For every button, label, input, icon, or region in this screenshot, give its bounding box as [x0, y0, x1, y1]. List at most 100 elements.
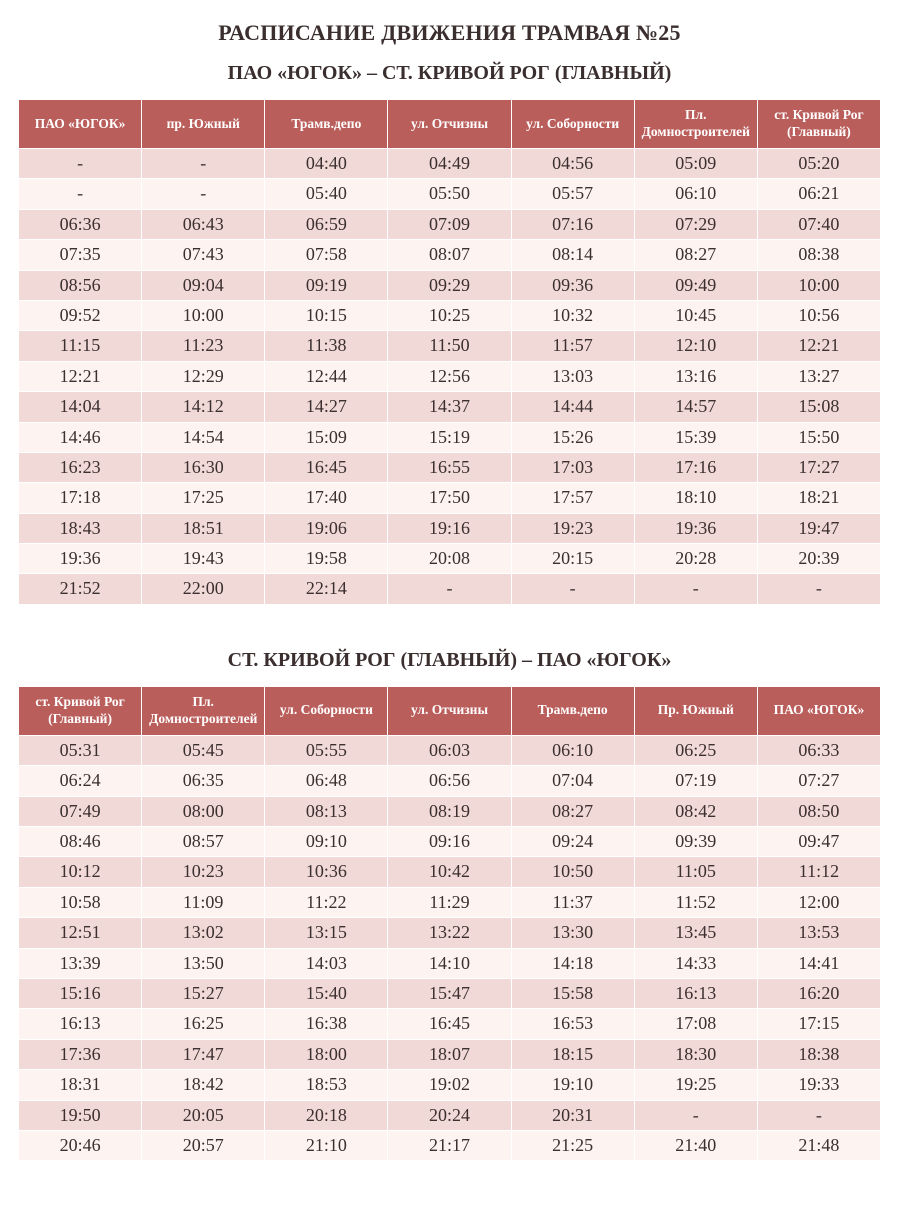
timetable-2-cell: 08:46: [19, 827, 142, 857]
timetable-2-cell: 06:10: [511, 735, 634, 765]
timetable-1-cell: 07:40: [757, 209, 880, 239]
timetable-1-cell: 09:29: [388, 270, 511, 300]
timetable-1-col-header: ПАО «ЮГОК»: [19, 100, 142, 149]
timetable-1-cell: 05:50: [388, 179, 511, 209]
timetable-2-cell: 21:40: [634, 1130, 757, 1160]
timetable-1-cell: 22:00: [142, 574, 265, 604]
timetable-2-cell: 07:19: [634, 766, 757, 796]
timetable-2-cell: 16:13: [19, 1009, 142, 1039]
timetable-1-cell: 09:52: [19, 300, 142, 330]
timetable-2-cell: 11:52: [634, 887, 757, 917]
timetable-1-cell: 15:19: [388, 422, 511, 452]
timetable-1-cell: 08:07: [388, 240, 511, 270]
timetable-1-cell: 06:36: [19, 209, 142, 239]
timetable-2-cell: 05:31: [19, 735, 142, 765]
timetable-2-cell: 14:18: [511, 948, 634, 978]
timetable-1-cell: 05:57: [511, 179, 634, 209]
timetable-1-cell: 19:47: [757, 513, 880, 543]
timetable-1-cell: 19:16: [388, 513, 511, 543]
timetable-1-row: 14:4614:5415:0915:1915:2615:3915:50: [19, 422, 881, 452]
timetable-1-row: 16:2316:3016:4516:5517:0317:1617:27: [19, 452, 881, 482]
timetable-1-cell: 10:25: [388, 300, 511, 330]
timetable-1-cell: -: [388, 574, 511, 604]
timetable-1-cell: 20:08: [388, 544, 511, 574]
timetable-2-cell: 21:48: [757, 1130, 880, 1160]
timetable-1-row: 08:5609:0409:1909:2909:3609:4910:00: [19, 270, 881, 300]
timetable-1-cell: 11:57: [511, 331, 634, 361]
timetable-1-cell: 09:49: [634, 270, 757, 300]
timetable-1-cell: 07:35: [19, 240, 142, 270]
timetable-2-cell: 06:03: [388, 735, 511, 765]
timetable-2-cell: 18:30: [634, 1039, 757, 1069]
timetable-1-cell: 13:27: [757, 361, 880, 391]
timetable-1-cell: -: [142, 149, 265, 179]
timetable-1-cell: 15:08: [757, 392, 880, 422]
timetable-1-cell: 12:21: [757, 331, 880, 361]
timetable-2-cell: 06:35: [142, 766, 265, 796]
timetable-2-row: 06:2406:3506:4806:5607:0407:1907:27: [19, 766, 881, 796]
timetable-1-cell: 14:37: [388, 392, 511, 422]
timetable-2-cell: 10:23: [142, 857, 265, 887]
timetable-1-cell: 16:45: [265, 452, 388, 482]
timetable-1-cell: 06:21: [757, 179, 880, 209]
timetable-1-cell: 20:28: [634, 544, 757, 574]
timetable-1-cell: -: [19, 149, 142, 179]
timetable-2-cell: 17:47: [142, 1039, 265, 1069]
timetable-2-cell: 20:24: [388, 1100, 511, 1130]
timetable-2: ст. Кривой Рог (Главный)Пл. Домностроите…: [18, 686, 881, 1161]
timetable-2-cell: 13:15: [265, 918, 388, 948]
timetable-2-cell: 05:55: [265, 735, 388, 765]
timetable-2-cell: 06:56: [388, 766, 511, 796]
timetable-2-cell: 15:40: [265, 978, 388, 1008]
timetable-2-cell: 07:27: [757, 766, 880, 796]
timetable-2-cell: 08:42: [634, 796, 757, 826]
timetable-1-cell: 17:16: [634, 452, 757, 482]
timetable-1-row: 21:5222:0022:14----: [19, 574, 881, 604]
timetable-1-cell: 05:20: [757, 149, 880, 179]
timetable-1-cell: 10:32: [511, 300, 634, 330]
timetable-2-cell: 12:00: [757, 887, 880, 917]
timetable-1-row: 14:0414:1214:2714:3714:4414:5715:08: [19, 392, 881, 422]
timetable-1-cell: 05:09: [634, 149, 757, 179]
timetable-1-cell: 19:23: [511, 513, 634, 543]
timetable-1-col-header: Пл. Домностроителей: [634, 100, 757, 149]
timetable-2-cell: 08:27: [511, 796, 634, 826]
timetable-2-cell: 13:53: [757, 918, 880, 948]
timetable-2-row: 20:4620:5721:1021:1721:2521:4021:48: [19, 1130, 881, 1160]
timetable-1-cell: 21:52: [19, 574, 142, 604]
timetable-1-row: --04:4004:4904:5605:0905:20: [19, 149, 881, 179]
timetable-1-cell: 16:23: [19, 452, 142, 482]
timetable-1-cell: 17:25: [142, 483, 265, 513]
timetable-1-col-header: ул. Отчизны: [388, 100, 511, 149]
timetable-2-cell: 14:10: [388, 948, 511, 978]
timetable-1-cell: 19:43: [142, 544, 265, 574]
timetable-1-cell: 14:27: [265, 392, 388, 422]
timetable-1-cell: 07:43: [142, 240, 265, 270]
timetable-2-cell: 09:47: [757, 827, 880, 857]
timetable-2-row: 18:3118:4218:5319:0219:1019:2519:33: [19, 1070, 881, 1100]
timetable-1-cell: 14:54: [142, 422, 265, 452]
timetable-2-cell: 16:45: [388, 1009, 511, 1039]
timetable-2-cell: 11:09: [142, 887, 265, 917]
timetable-1-col-header: ст. Кривой Рог (Главный): [757, 100, 880, 149]
timetable-2-cell: 09:24: [511, 827, 634, 857]
timetable-1-cell: 16:55: [388, 452, 511, 482]
timetable-1-cell: 11:38: [265, 331, 388, 361]
timetable-2-cell: 17:08: [634, 1009, 757, 1039]
timetable-1-cell: 10:00: [757, 270, 880, 300]
timetable-1-cell: 04:40: [265, 149, 388, 179]
timetable-2-cell: 20:57: [142, 1130, 265, 1160]
timetable-1-cell: -: [19, 179, 142, 209]
timetable-1-cell: 07:58: [265, 240, 388, 270]
timetable-1-cell: 17:27: [757, 452, 880, 482]
timetable-2-head: ст. Кривой Рог (Главный)Пл. Домностроите…: [19, 686, 881, 735]
timetable-2-cell: -: [634, 1100, 757, 1130]
timetable-2-cell: 17:36: [19, 1039, 142, 1069]
timetable-2-row: 12:5113:0213:1513:2213:3013:4513:53: [19, 918, 881, 948]
timetable-1-cell: 20:39: [757, 544, 880, 574]
timetable-2-cell: 15:47: [388, 978, 511, 1008]
timetable-1-cell: -: [511, 574, 634, 604]
timetable-2-cell: 11:12: [757, 857, 880, 887]
timetable-1-cell: 13:03: [511, 361, 634, 391]
timetable-2-cell: 10:12: [19, 857, 142, 887]
